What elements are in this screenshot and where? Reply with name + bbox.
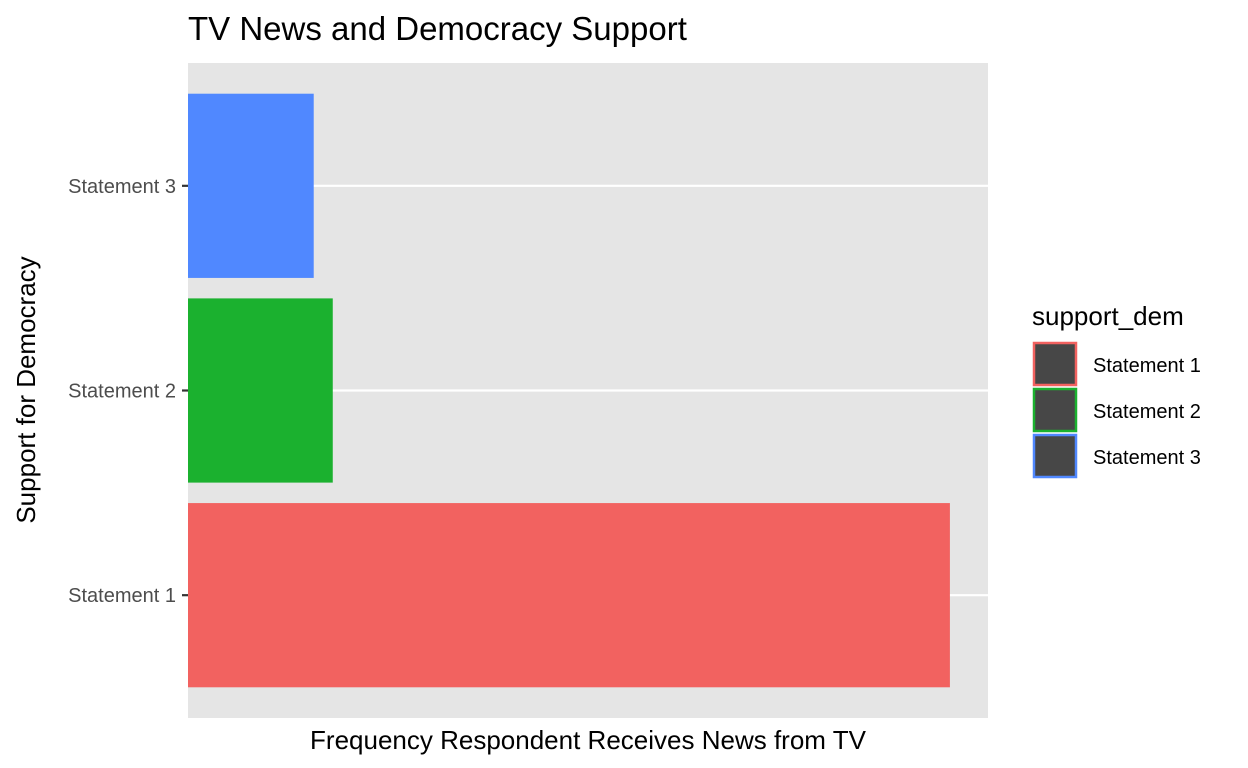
bar-statement-2 (188, 298, 333, 483)
legend-key-statement-1 (1032, 341, 1078, 387)
chart-title: TV News and Democracy Support (188, 10, 687, 47)
y-tick-label-statement-2: Statement 2 (68, 381, 176, 403)
bars (188, 93, 950, 688)
y-axis-title: Support for Democracy (11, 256, 41, 523)
y-tick-label-statement-1: Statement 1 (68, 585, 176, 607)
legend-key-statement-2 (1032, 387, 1078, 433)
bar-statement-1 (188, 503, 950, 688)
legend-title: support_dem (1032, 301, 1184, 331)
legend-key-statement-3 (1032, 433, 1078, 479)
legend-label-statement-3: Statement 3 (1093, 447, 1201, 469)
bar-statement-3 (188, 93, 314, 278)
legend-items: Statement 1 Statement 2 Statement 3 (1032, 341, 1201, 479)
legend-label-statement-1: Statement 1 (1093, 355, 1201, 377)
y-axis-ticks: Statement 1 Statement 2 Statement 3 (68, 176, 188, 607)
x-axis-title: Frequency Respondent Receives News from … (310, 725, 867, 755)
legend-label-statement-2: Statement 2 (1093, 401, 1201, 423)
y-tick-label-statement-3: Statement 3 (68, 176, 176, 198)
